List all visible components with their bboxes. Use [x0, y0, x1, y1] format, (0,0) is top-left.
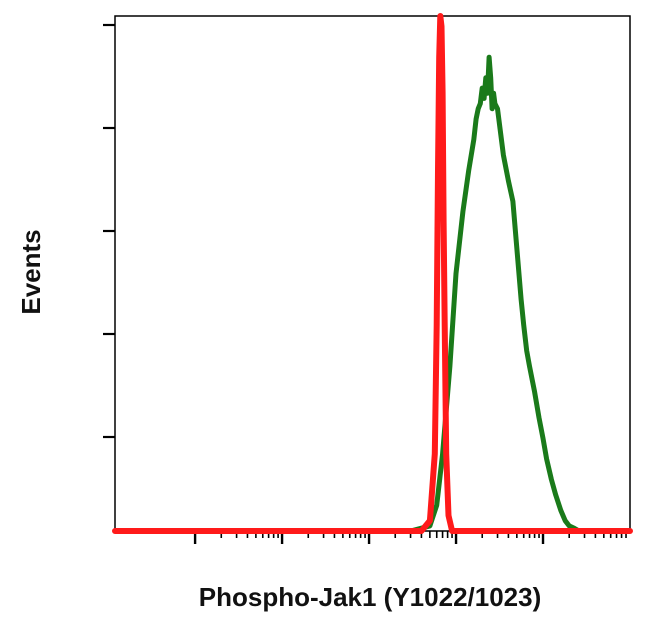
series-line-green — [112, 54, 633, 534]
plot-frame — [114, 15, 631, 532]
series-line-red — [112, 13, 633, 534]
y-axis-ticks — [103, 23, 115, 439]
x-axis-label: Phospho-Jak1 (Y1022/1023) — [199, 582, 542, 612]
y-axis-label: Events — [16, 229, 46, 314]
series-layer — [112, 13, 633, 534]
